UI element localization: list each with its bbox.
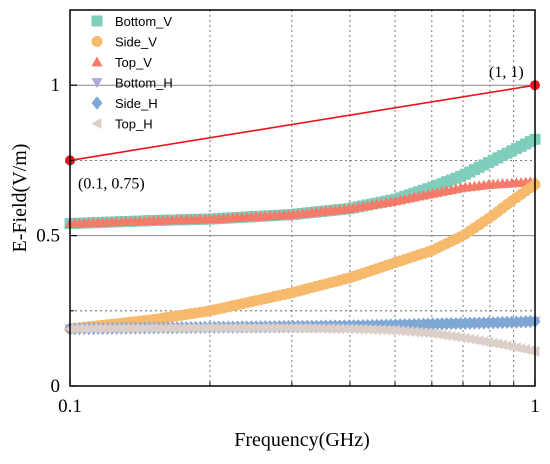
data-point: [487, 337, 498, 349]
legend-label: Side_V: [115, 35, 157, 50]
data-point: [473, 335, 484, 347]
data-point: [450, 331, 461, 343]
y-tick-label: 0: [51, 376, 61, 397]
data-point: [501, 340, 512, 352]
annotation-label: (1, 1): [489, 64, 524, 81]
data-point: [492, 338, 503, 350]
legend-marker: [91, 118, 102, 129]
data-point: [408, 326, 419, 338]
legend-label: Bottom_V: [115, 14, 172, 29]
data-point: [515, 342, 526, 354]
data-point: [394, 325, 405, 337]
legend-marker: [91, 96, 103, 110]
data-point: [385, 324, 396, 336]
plot-frame: [69, 9, 536, 387]
legend-label: Top_H: [115, 117, 153, 132]
data-point: [506, 341, 517, 353]
data-point: [455, 332, 465, 344]
x-tick-label: 0.1: [58, 396, 82, 417]
data-point: [496, 339, 507, 351]
legend-marker: [91, 36, 103, 47]
data-point: [417, 327, 428, 339]
data-point: [436, 329, 447, 341]
y-tick-label: 0.5: [36, 226, 60, 247]
series-top-v: [64, 175, 541, 228]
data-point: [445, 330, 456, 342]
data-point: [399, 325, 410, 337]
data-point: [431, 328, 442, 340]
annotations: (0.1, 0.75) (1, 1): [78, 64, 524, 192]
series-top-h: [64, 322, 540, 357]
legend-marker: [91, 56, 103, 67]
series-layer: [64, 133, 541, 357]
legend-label: Side_H: [115, 96, 158, 111]
data-point: [524, 344, 535, 356]
data-point: [403, 326, 414, 338]
legend-marker: [91, 15, 103, 27]
data-point: [390, 324, 400, 336]
data-point: [413, 326, 424, 338]
reference-line-layer: [65, 80, 540, 166]
y-tick-label: 1: [51, 75, 61, 96]
x-tick-label: 1: [530, 396, 540, 417]
annotation-label: (0.1, 0.75): [78, 175, 145, 192]
data-point: [478, 335, 489, 347]
reference-line: [69, 84, 536, 162]
data-point: [510, 341, 521, 353]
data-point: [422, 327, 433, 339]
x-axis-label: Frequency(GHz): [234, 429, 370, 451]
data-point: [520, 343, 531, 355]
legend: Bottom_V Side_V Top_V Bottom_H Side_H Top_H: [91, 14, 173, 132]
data-point: [464, 333, 475, 345]
legend-label: Bottom_H: [115, 76, 173, 91]
data-point: [483, 336, 493, 348]
ticks: 0.1 1 0 0.5 1: [36, 75, 540, 417]
data-point: [469, 334, 479, 346]
y-axis-label: E-Field(V/m): [9, 144, 31, 253]
data-point: [427, 327, 438, 339]
legend-marker: [91, 78, 103, 88]
data-point: [459, 332, 470, 344]
legend-label: Top_V: [115, 55, 152, 70]
data-point: [441, 330, 452, 342]
